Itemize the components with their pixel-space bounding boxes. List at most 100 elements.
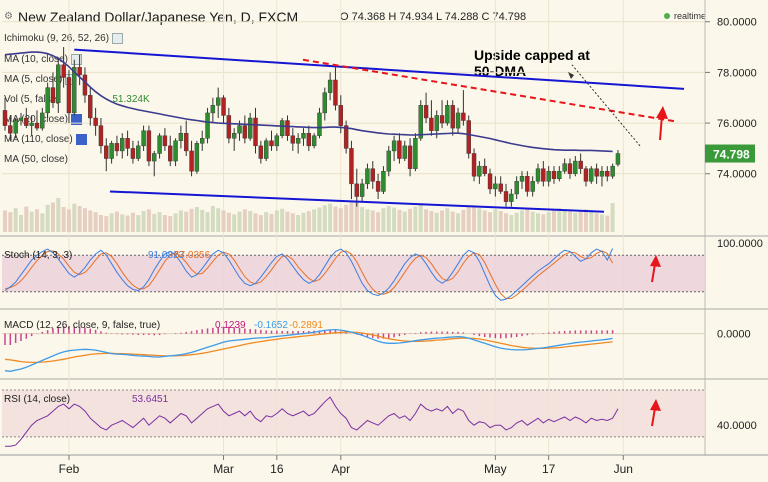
candle-body [455,112,461,129]
time-tick-label: 16 [270,462,284,476]
volume-bar [594,213,599,232]
volume-bar [599,214,604,232]
volume-bar [610,203,615,232]
ma20-toggle[interactable] [70,114,82,125]
candle-body [242,125,248,139]
time-tick-label: May [484,462,507,476]
stoch-d-value: 67.0356 [174,250,211,261]
volume-bar [242,209,247,232]
candle-body [50,87,56,103]
candle-body [605,170,610,177]
ichimoku-toggle[interactable] [112,33,124,44]
stoch-band [2,255,705,292]
volume-bar [589,211,594,232]
candle-body [125,138,130,149]
volume-bar [551,210,556,232]
ma50-legend[interactable]: MA (50, close) [4,154,68,165]
volume-bar [328,203,333,232]
ma20-legend[interactable]: MA (20, close) [4,114,82,125]
candle-body [450,105,455,129]
candle-body [461,112,466,121]
rsi-band [2,390,705,437]
candle-body [589,168,594,182]
volume-bar [370,210,375,232]
volume-bar [354,202,359,232]
volume-bar [136,215,141,232]
volume-bar [125,215,130,232]
volume-bar [424,209,429,232]
volume-bar [450,211,455,232]
candle-body [104,145,109,159]
candle-body [77,67,82,76]
settings-gear-icon[interactable]: ⚙ [4,11,13,22]
last-price-label: 74.798 [713,148,750,162]
candle-body [551,170,557,179]
ichimoku-legend[interactable]: Ichimoku (9, 26, 52, 26) [4,33,124,44]
volume-bar [386,205,391,232]
volume-bar [504,213,509,232]
volume-bar [520,210,525,232]
volume-bar [146,209,151,232]
ma110-legend[interactable]: MA (110, close) [4,134,87,145]
candle-body [333,79,338,106]
ma20-label: MA (20, close) [4,114,68,126]
volume-bar [408,208,413,232]
volume-bar [530,211,535,232]
candle-body [434,115,439,131]
vol-legend[interactable]: Vol (5, false) 51.324K [4,94,150,105]
volume-bar [88,210,93,232]
candle-body [557,170,562,179]
ma110-toggle[interactable] [75,134,87,145]
annotation-pointer-head [568,72,574,79]
macd-line-value: -0.1652 [254,320,288,331]
volume-bar [322,205,327,232]
candle-body [471,153,477,177]
ma10-legend[interactable]: MA (10, close) [4,54,82,65]
volume-bar [360,207,365,232]
rsi-line [5,396,619,447]
candle-body [562,163,567,172]
lower-trendline [109,190,605,213]
stoch-k-value: 91.0823 [148,250,185,261]
candle-body [61,64,66,78]
candle-body [130,148,136,159]
candle-body [66,77,72,114]
macd-hist-value: 0.1239 [215,320,246,331]
stoch-up-arrow-head [650,255,661,267]
candle-body [573,160,578,174]
chart-title: New Zealand Dollar/Japanese Yen, D, FXCM [18,9,299,25]
volume-bar [93,212,98,232]
volume-bar [477,208,482,232]
candle-body [370,168,375,182]
volume-bar [562,209,567,232]
candle-body [535,168,541,182]
last-price-tag [705,144,755,163]
stoch-tick-label: 100.0000 [717,238,763,250]
candle-body [365,168,370,185]
candle-body [152,153,157,162]
candle-body [317,112,322,136]
candle-body [18,117,24,121]
volume-bar [162,215,167,232]
candle-body [168,145,173,162]
time-tick-label: Apr [331,462,350,476]
volume-bar [264,212,269,232]
volume-bar [290,213,295,232]
volume-bar [205,212,210,232]
rsi-value: 53.6451 [132,394,169,405]
candle-body [578,160,583,169]
candle-body [114,143,120,152]
candle-body [477,165,482,177]
candle-body [354,183,359,197]
upper-trendline [74,48,685,90]
macd-signal-value: -0.2891 [289,320,323,331]
ma10-toggle[interactable] [70,54,82,65]
volume-bar [45,204,50,232]
volume-bar [429,211,434,232]
price-up-arrow [659,114,663,141]
candle-body [327,79,333,93]
candle-body [247,117,253,139]
volume-bar [312,209,317,232]
volume-bar [498,211,503,232]
